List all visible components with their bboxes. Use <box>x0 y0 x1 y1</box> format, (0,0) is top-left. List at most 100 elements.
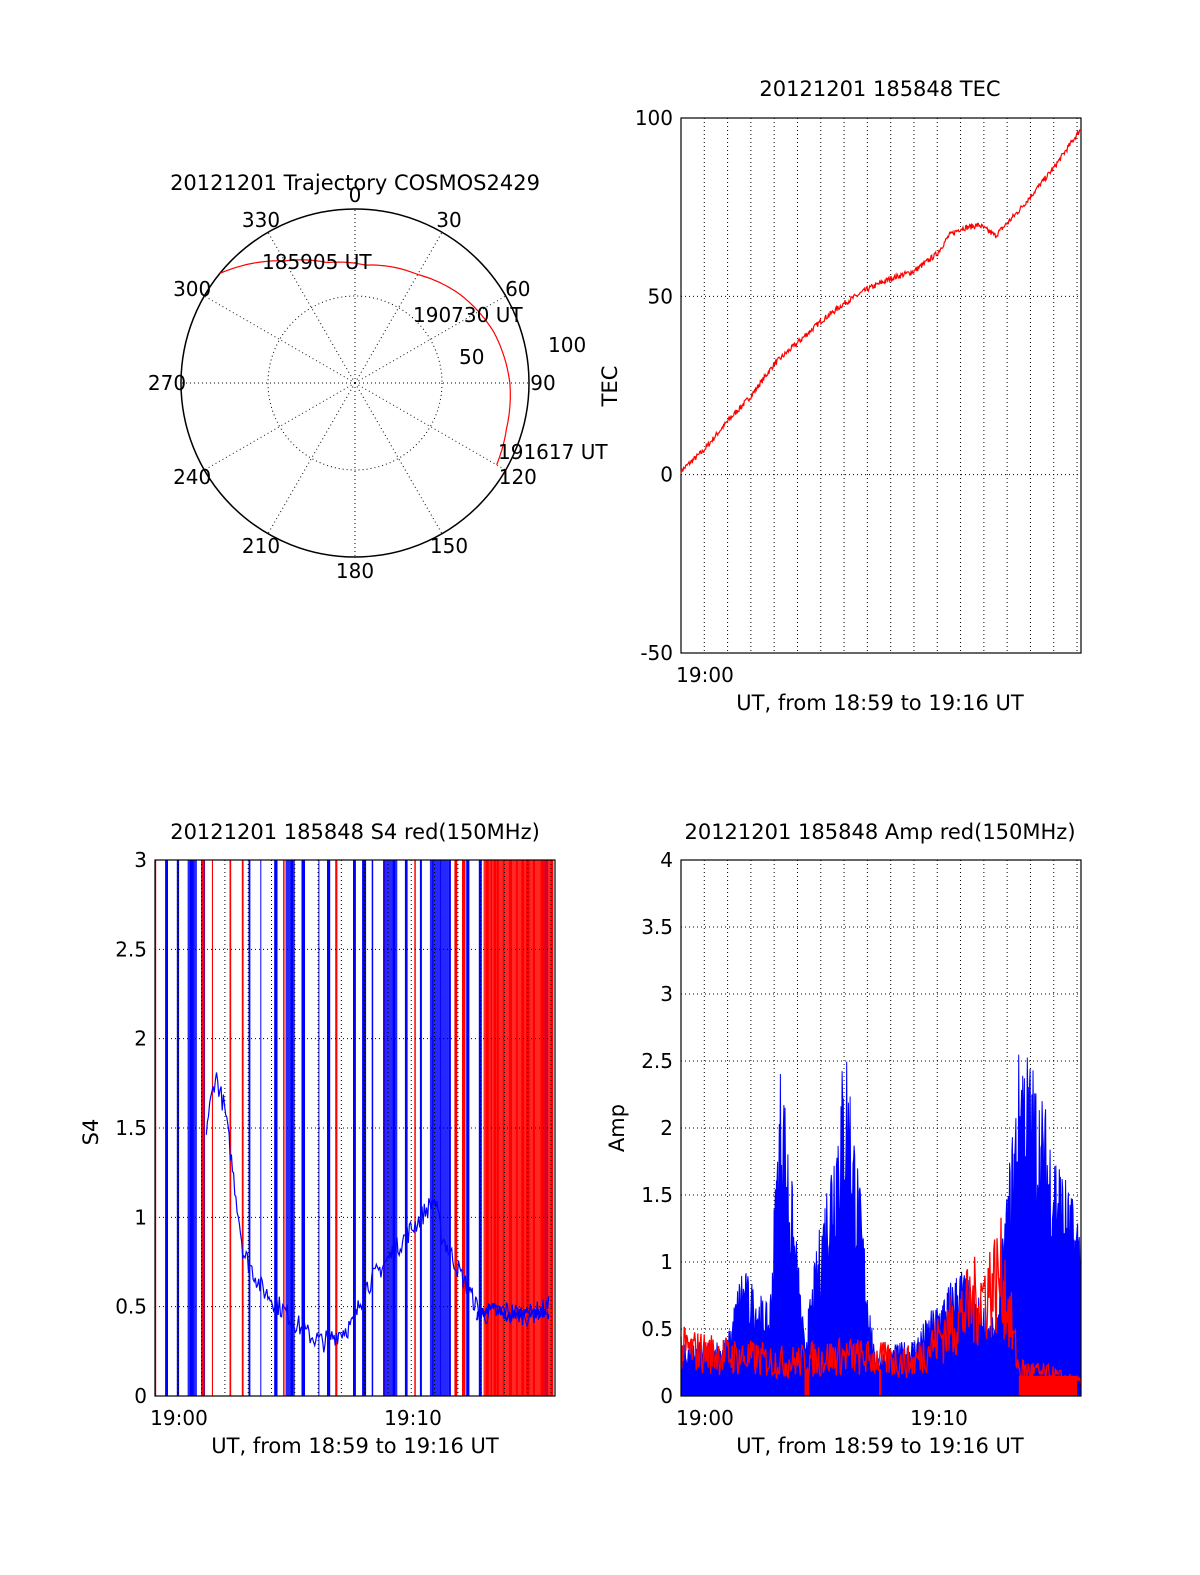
polar-ring-50 <box>267 295 443 471</box>
tec-series-line <box>680 129 1082 475</box>
y-tick-label: 1.5 <box>641 1183 673 1207</box>
s4-spike <box>335 860 338 1396</box>
y-tick-label: 0.5 <box>115 1295 147 1319</box>
tec-y-axis-label: TEC <box>598 366 622 408</box>
s4-red-series-line <box>475 1302 550 1325</box>
polar-angle-label: 120 <box>499 465 537 489</box>
amp-red-block <box>879 1369 882 1396</box>
y-tick-label: 2.5 <box>641 1049 673 1073</box>
polar-spoke <box>204 295 356 384</box>
polar-spoke <box>354 382 506 471</box>
y-tick-label: 50 <box>648 284 673 308</box>
polar-angle-labels: 0 30 60 90 120 150 180 210 240 270 300 330 <box>148 183 556 583</box>
polar-spoke <box>354 382 443 534</box>
amp-x-tick-1910: 19:10 <box>910 1406 968 1430</box>
polar-spoke <box>354 232 443 384</box>
s4-y-axis-label: S4 <box>79 1119 103 1146</box>
amp-y-axis-label: Amp <box>605 1104 629 1152</box>
polar-title: 20121201 Trajectory COSMOS2429 <box>170 171 540 195</box>
amp-red-series-line <box>680 1217 1082 1389</box>
s4-x-tick-1910: 19:10 <box>384 1406 442 1430</box>
polar-panel: 20121201 Trajectory COSMOS2429 0 30 60 90 12… <box>148 171 608 583</box>
s4-x-tick-1900: 19:00 <box>150 1406 208 1430</box>
s4-spike <box>248 860 251 1396</box>
amp-title: 20121201 185848 Amp red(150MHz) <box>684 820 1075 844</box>
s4-block <box>187 860 197 1396</box>
s4-spike <box>362 860 367 1396</box>
y-tick-label: -50 <box>640 641 673 665</box>
y-tick-label: 3 <box>660 982 673 1006</box>
y-tick-label: 0 <box>134 1384 147 1408</box>
y-tick-label: 0.5 <box>641 1317 673 1341</box>
y-tick-label: 1 <box>660 1250 673 1274</box>
polar-spoke <box>267 382 356 534</box>
amp-panel: 20121201 185848 Amp red(150MHz) 0 0.5 1 1.5… <box>605 820 1082 1458</box>
polar-end-time-label: 191617 UT <box>498 440 608 464</box>
y-tick-label: 0 <box>660 1384 673 1408</box>
polar-spoke <box>267 232 356 384</box>
amp-y-tick-labels: 0 0.5 1 1.5 2 2.5 3 3.5 4 <box>641 848 673 1408</box>
polar-angle-label: 240 <box>173 465 211 489</box>
amp-plot-frame <box>680 859 1082 1397</box>
tec-grid <box>681 118 1081 653</box>
tec-plot-frame <box>680 117 1082 654</box>
polar-angle-label: 0 <box>349 183 362 207</box>
s4-spike <box>327 860 331 1396</box>
y-tick-label: 1.5 <box>115 1116 147 1140</box>
y-tick-label: 4 <box>660 848 673 872</box>
amp-red-block <box>1018 1375 1077 1396</box>
tec-y-tick-labels: -50 0 50 100 <box>635 106 673 665</box>
polar-angle-label: 150 <box>430 534 468 558</box>
y-tick-label: 0 <box>660 463 673 487</box>
s4-block <box>285 860 295 1396</box>
tec-x-axis-label: UT, from 18:59 to 19:16 UT <box>736 691 1024 715</box>
s4-spike <box>478 860 482 1396</box>
y-tick-label: 2 <box>134 1027 147 1051</box>
amp-red-block <box>804 1369 810 1396</box>
s4-grid <box>155 860 555 1396</box>
y-tick-label: 2 <box>660 1116 673 1140</box>
amp-red-blocks <box>804 1369 1077 1396</box>
polar-outer-ring <box>180 208 530 558</box>
s4-spike <box>448 860 451 1396</box>
s4-plot-frame <box>154 859 556 1397</box>
s4-panel: 20121201 185848 S4 red(150MHz) 0 0.5 1 1.5 2… <box>79 820 556 1458</box>
s4-spike <box>318 860 320 1396</box>
polar-radial-label-50: 50 <box>459 345 484 369</box>
polar-spoke <box>204 382 356 471</box>
y-tick-label: 100 <box>635 106 673 130</box>
polar-spoke <box>354 295 506 384</box>
polar-angle-label: 330 <box>242 208 280 232</box>
polar-angle-label: 210 <box>242 534 280 558</box>
s4-spike <box>260 860 262 1396</box>
polar-start-time-label: 185905 UT <box>262 250 372 274</box>
s4-x-axis-label: UT, from 18:59 to 19:16 UT <box>211 1434 499 1458</box>
s4-y-tick-labels: 0 0.5 1 1.5 2 2.5 3 <box>115 848 147 1408</box>
s4-spike <box>353 860 356 1396</box>
polar-angle-label: 300 <box>173 277 211 301</box>
tec-title: 20121201 185848 TEC <box>759 77 1000 101</box>
s4-spike <box>211 860 213 1396</box>
s4-spike <box>371 860 374 1396</box>
polar-spokes <box>181 209 529 557</box>
s4-title: 20121201 185848 S4 red(150MHz) <box>170 820 540 844</box>
polar-mid-time-label: 190730 UT <box>413 303 523 327</box>
s4-spike <box>241 860 244 1396</box>
s4-spike <box>419 860 422 1396</box>
amp-grid <box>681 860 1081 1396</box>
y-tick-label: 3.5 <box>641 915 673 939</box>
polar-angle-label: 180 <box>336 559 374 583</box>
tec-panel: 20121201 185848 TEC -50 0 50 100 19:00 UT, … <box>598 77 1082 715</box>
polar-angle-label: 270 <box>148 371 186 395</box>
s4-spike <box>165 860 168 1396</box>
polar-radial-label-100: 100 <box>548 333 586 357</box>
polar-trajectory-line <box>219 259 511 466</box>
polar-angle-label: 90 <box>530 371 555 395</box>
tec-x-tick-1900: 19:00 <box>676 663 734 687</box>
y-tick-label: 2.5 <box>115 937 147 961</box>
amp-x-tick-1900: 19:00 <box>676 1406 734 1430</box>
polar-angle-label: 60 <box>505 277 530 301</box>
y-tick-label: 3 <box>134 848 147 872</box>
polar-angle-label: 30 <box>436 208 461 232</box>
